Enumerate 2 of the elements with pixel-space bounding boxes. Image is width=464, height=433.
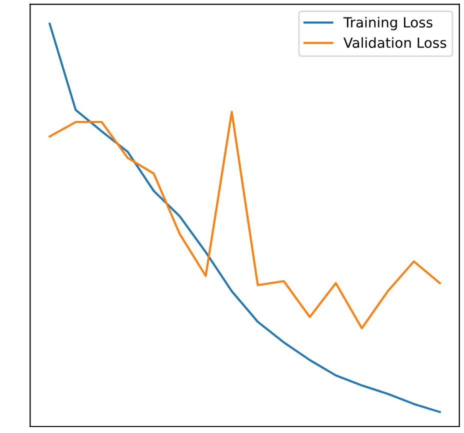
- legend-label: Training Loss: [343, 16, 432, 30]
- legend-label: Validation Loss: [344, 37, 446, 48]
